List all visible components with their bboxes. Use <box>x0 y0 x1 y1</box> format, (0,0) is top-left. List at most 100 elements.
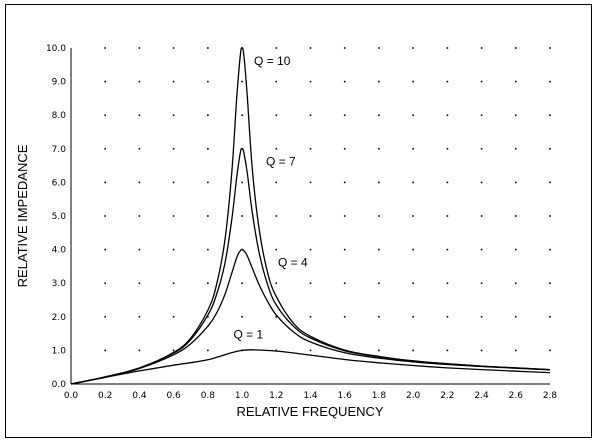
grid-dot <box>515 47 517 49</box>
grid-dot <box>241 316 243 318</box>
grid-dot <box>104 148 106 150</box>
y-tick-label: 6.0 <box>52 178 67 188</box>
grid-dot <box>378 47 380 49</box>
grid-dot <box>446 215 449 217</box>
grid-dot <box>138 215 141 217</box>
grid-dot <box>309 349 312 352</box>
x-tick-label: 1.2 <box>269 391 283 401</box>
grid-dot <box>446 282 449 284</box>
grid-dot <box>343 316 346 318</box>
grid-dot <box>480 114 483 116</box>
grid-dot <box>378 316 380 318</box>
grid-dot <box>207 349 209 352</box>
x-tick-label: 1.8 <box>372 391 387 401</box>
grid-dot <box>480 47 483 49</box>
x-tick-label: 2.0 <box>406 391 421 401</box>
grid-dot <box>172 80 175 83</box>
grid-dot <box>343 282 346 284</box>
grid-dot <box>412 215 414 217</box>
chart-frame <box>5 4 592 438</box>
grid-dot <box>207 148 209 150</box>
y-tick-label: 2.0 <box>52 313 67 323</box>
grid-dot <box>446 47 449 49</box>
series-line <box>70 148 551 385</box>
grid-dot <box>172 316 175 318</box>
grid-dot <box>275 282 278 284</box>
grid-dot <box>172 114 175 116</box>
grid-dot <box>104 47 106 49</box>
x-axis-title: RELATIVE FREQUENCY <box>236 404 383 419</box>
grid-dot <box>549 80 551 83</box>
x-tick-label: 2.8 <box>543 391 558 401</box>
x-tick-label: 1.0 <box>235 391 250 401</box>
grid-dot <box>275 80 278 83</box>
grid-dot <box>138 316 141 318</box>
y-tick-label: 3.0 <box>52 279 67 289</box>
x-tick-label: 1.6 <box>338 391 353 401</box>
series-lines <box>70 47 551 385</box>
grid-dot <box>241 181 243 184</box>
grid-dot <box>138 114 141 116</box>
grid-dot <box>480 215 483 217</box>
grid-dot <box>378 282 380 284</box>
grid-dot <box>138 80 141 83</box>
x-tick-label: 0.0 <box>64 391 79 401</box>
grid-dot <box>207 248 209 251</box>
grid-dot <box>412 181 414 184</box>
grid-dot <box>138 248 141 251</box>
grid-dot <box>549 47 551 49</box>
x-tick-label: 2.4 <box>474 391 489 401</box>
grid-dot <box>138 349 141 352</box>
y-tick-label: 1.0 <box>52 346 67 356</box>
grid-dot <box>138 282 141 284</box>
x-tick-label: 2.6 <box>509 391 524 401</box>
grid-dot <box>515 349 517 352</box>
grid-dot <box>378 80 380 83</box>
grid-dot <box>515 181 517 184</box>
grid-dot <box>309 248 312 251</box>
y-tick-label: 9.0 <box>52 78 67 88</box>
grid-dot <box>104 316 106 318</box>
grid-dot <box>104 349 106 352</box>
x-tick-label: 1.4 <box>303 391 318 401</box>
grid-dot <box>515 114 517 116</box>
grid-dot <box>343 80 346 83</box>
series-line <box>70 248 551 385</box>
grid-dot <box>104 181 106 184</box>
grid-dot <box>275 248 278 251</box>
grid-dot <box>378 181 380 184</box>
grid-dot <box>104 282 106 284</box>
grid-dot <box>172 148 175 150</box>
grid-dot <box>549 215 551 217</box>
grid-dots <box>104 47 551 352</box>
grid-dot <box>412 349 414 352</box>
grid-dot <box>207 316 209 318</box>
grid-dot <box>275 349 278 352</box>
grid-dot <box>480 248 483 251</box>
grid-dot <box>378 215 380 217</box>
grid-dot <box>241 80 243 83</box>
grid-dot <box>309 80 312 83</box>
grid-dot <box>172 181 175 184</box>
y-tick-label: 0.0 <box>52 380 67 390</box>
grid-dot <box>104 114 106 116</box>
grid-dot <box>378 148 380 150</box>
grid-dot <box>172 47 175 49</box>
grid-dot <box>309 47 312 49</box>
grid-dot <box>446 114 449 116</box>
x-tick-label: 0.2 <box>98 391 112 401</box>
curve-label: Q = 10 <box>254 54 291 68</box>
grid-dot <box>309 215 312 217</box>
grid-dot <box>378 248 380 251</box>
grid-dot <box>241 282 243 284</box>
grid-dot <box>172 248 175 251</box>
grid-dot <box>515 316 517 318</box>
y-tick-label: 7.0 <box>52 145 67 155</box>
grid-dot <box>275 215 278 217</box>
grid-dot <box>207 282 209 284</box>
grid-dot <box>446 80 449 83</box>
curve-label: Q = 1 <box>234 328 264 342</box>
grid-dot <box>104 80 106 83</box>
grid-dot <box>309 114 312 116</box>
